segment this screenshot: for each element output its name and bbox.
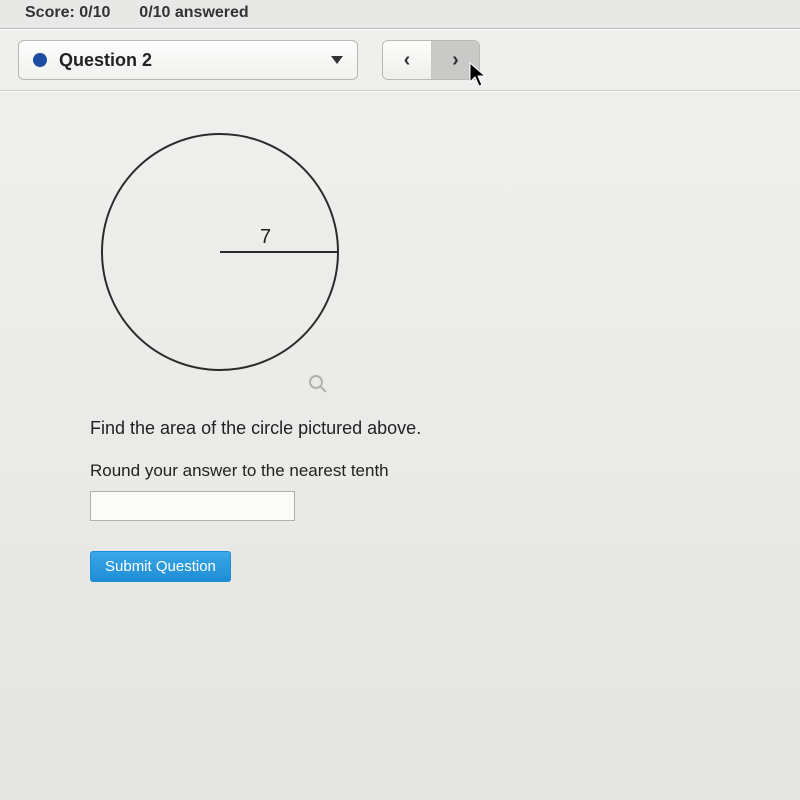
question-nav: ‹ › — [382, 40, 480, 80]
circle-svg — [90, 122, 350, 382]
question-prompt: Find the area of the circle pictured abo… — [90, 418, 740, 439]
question-toolbar: Question 2 ‹ › — [0, 29, 800, 91]
chevron-left-icon: ‹ — [404, 49, 411, 72]
answered-label: 0/10 answered — [139, 4, 248, 21]
circle-figure: 7 — [90, 122, 350, 382]
page: Score: 0/10 0/10 answered Question 2 ‹ ›… — [0, 0, 800, 800]
chevron-down-icon — [331, 56, 343, 64]
next-question-button[interactable]: › — [431, 41, 479, 79]
score-label: Score: 0/10 — [25, 4, 110, 21]
magnify-icon[interactable] — [308, 374, 328, 394]
radius-value-label: 7 — [260, 226, 271, 249]
prev-question-button[interactable]: ‹ — [383, 41, 431, 79]
status-dot-icon — [33, 53, 47, 67]
score-bar: Score: 0/10 0/10 answered — [0, 0, 800, 29]
question-subprompt: Round your answer to the nearest tenth — [90, 461, 740, 481]
submit-question-button[interactable]: Submit Question — [90, 551, 231, 582]
chevron-right-icon: › — [452, 49, 459, 72]
question-dropdown[interactable]: Question 2 — [18, 40, 358, 80]
answer-input[interactable] — [90, 491, 295, 521]
question-dropdown-label: Question 2 — [59, 50, 331, 71]
question-content: 7 Find the area of the circle pictured a… — [0, 91, 800, 612]
